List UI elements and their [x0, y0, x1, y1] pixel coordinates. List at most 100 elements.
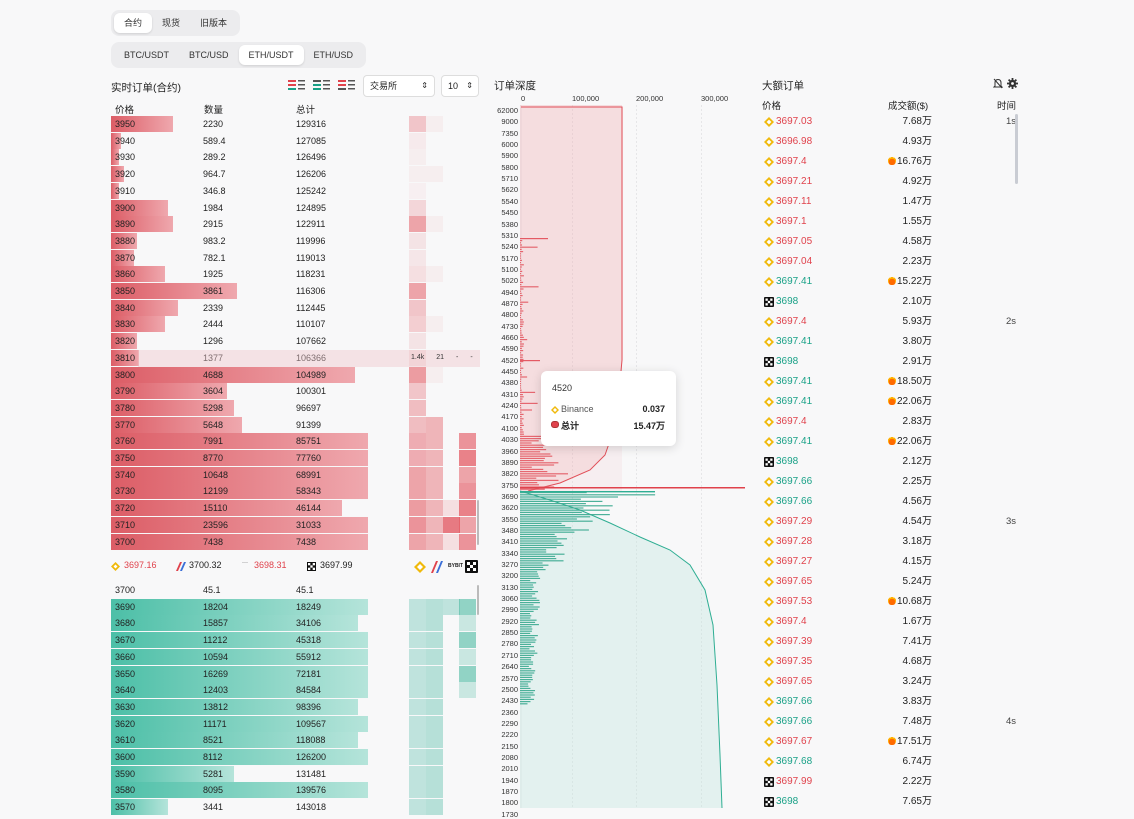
big-order-row[interactable]: 3697.99 2.22万	[762, 772, 1018, 792]
ask-row[interactable]: 3810 1377 106366	[111, 349, 368, 367]
ask-row[interactable]: 3860 1925 118231	[111, 266, 368, 283]
ask-row[interactable]: 3880 983.2 119996	[111, 232, 368, 250]
okx-icon[interactable]	[465, 560, 478, 573]
ask-row[interactable]: 3930 289.2 126496	[111, 149, 368, 166]
hover-row[interactable]	[138, 350, 480, 367]
big-order-row[interactable]: 3697.05 4.58万	[762, 232, 1018, 252]
tab-btc-usd[interactable]: BTC/USD	[189, 50, 229, 60]
ask-row[interactable]: 3740 10648 68991	[111, 466, 368, 484]
big-order-price: 3698	[776, 456, 799, 467]
big-order-row[interactable]: 3697.4 1.67万	[762, 612, 1018, 632]
tab-legacy[interactable]: 旧版本	[200, 18, 228, 28]
big-order-row[interactable]: 3697.66 3.83万	[762, 692, 1018, 712]
big-order-row[interactable]: 3697.27 4.15万	[762, 552, 1018, 572]
bid-row[interactable]: 3680 15857 34106	[111, 615, 368, 632]
ask-row[interactable]: 3910 346.8 125242	[111, 182, 368, 200]
big-order-row[interactable]: 3697.11 1.47万	[762, 192, 1018, 212]
big-order-row[interactable]: 3697.66 2.25万	[762, 472, 1018, 492]
bid-row[interactable]: 3670 11212 45318	[111, 632, 368, 649]
ask-row[interactable]: 3800 4688 104989	[111, 366, 368, 384]
settings-icon[interactable]	[1007, 78, 1018, 89]
bid-row[interactable]: 3660 10594 55912	[111, 648, 368, 666]
mute-icon[interactable]	[993, 78, 1003, 89]
ask-row[interactable]: 3750 8770 77760	[111, 450, 368, 467]
big-order-row[interactable]: 3697.21 4.92万	[762, 172, 1018, 192]
bid-row[interactable]: 3690 18204 18249	[111, 598, 368, 616]
view-asks-icon[interactable]	[338, 79, 356, 93]
ask-row[interactable]: 3700 7438 7438	[111, 533, 368, 551]
ask-row[interactable]: 3710 23596 31033	[111, 516, 368, 534]
big-order-row[interactable]: 3697.67 17.51万	[762, 732, 1018, 752]
tab-contract[interactable]: 合约	[114, 13, 153, 33]
ask-row[interactable]: 3900 1984 124895	[111, 199, 368, 217]
binance-icon[interactable]	[414, 561, 426, 573]
ask-row[interactable]: 3940 589.4 127085	[111, 132, 368, 150]
ask-row[interactable]: 3830 2444 110107	[111, 316, 368, 333]
bid-row[interactable]: 3700 45.1 45.1	[111, 582, 368, 599]
tab-eth-usdt[interactable]: ETH/USDT	[238, 45, 304, 65]
big-order-row[interactable]: 3697.41 18.50万	[762, 372, 1018, 392]
ask-row[interactable]: 3850 3861 116306	[111, 283, 368, 300]
orderbook-scrollbar[interactable]	[477, 585, 479, 615]
view-bids-icon[interactable]	[313, 79, 331, 93]
big-order-row[interactable]: 3697.4 2.83万	[762, 412, 1018, 432]
big-order-row[interactable]: 3697.29 4.54万 3s	[762, 512, 1018, 532]
depth-select[interactable]: 10 ⇕	[441, 75, 479, 97]
big-order-row[interactable]: 3697.4 16.76万	[762, 152, 1018, 172]
tab-spot[interactable]: 现货	[162, 18, 181, 28]
ask-depth-bar	[111, 182, 119, 199]
big-order-row[interactable]: 3697.1 1.55万	[762, 212, 1018, 232]
bid-row[interactable]: 3590 5281 131481	[111, 765, 368, 783]
ask-row[interactable]: 3730 12199 58343	[111, 483, 368, 500]
big-order-row[interactable]: 3697.41 22.06万	[762, 432, 1018, 452]
ask-row[interactable]: 3870 782.1 119013	[111, 249, 368, 267]
orderbook-scrollbar[interactable]	[477, 500, 479, 545]
bid-row[interactable]: 3650 16269 72181	[111, 665, 368, 683]
big-order-row[interactable]: 3698 2.91万	[762, 352, 1018, 372]
bybit-icon[interactable]: BYBIT	[448, 563, 463, 569]
big-order-row[interactable]: 3697.04 2.23万	[762, 252, 1018, 272]
big-order-row[interactable]: 3697.03 7.68万 1s	[762, 112, 1018, 132]
big-order-row[interactable]: 3697.39 7.41万	[762, 632, 1018, 652]
bid-row[interactable]: 3580 8095 139576	[111, 782, 368, 799]
exchange-select[interactable]: 交易所 ⇕	[363, 75, 435, 97]
ask-row[interactable]: 3780 5298 96697	[111, 399, 368, 417]
big-order-row[interactable]: 3698 2.10万	[762, 292, 1018, 312]
big-order-row[interactable]: 3696.98 4.93万	[762, 132, 1018, 152]
big-order-row[interactable]: 3697.66 4.56万	[762, 492, 1018, 512]
big-order-row[interactable]: 3698 2.12万	[762, 452, 1018, 472]
big-order-row[interactable]: 3697.35 4.68万	[762, 652, 1018, 672]
ask-row[interactable]: 3790 3604 100301	[111, 383, 368, 400]
big-order-row[interactable]: 3697.28 3.18万	[762, 532, 1018, 552]
ask-row[interactable]: 3920 964.7 126206	[111, 166, 368, 183]
big-orders-scrollbar[interactable]	[1015, 114, 1018, 184]
bitmex-icon[interactable]	[431, 561, 443, 573]
depth-chart[interactable]	[520, 105, 745, 808]
ask-row[interactable]: 3720 15110 46144	[111, 500, 368, 517]
big-order-row[interactable]: 3697.66 7.48万 4s	[762, 712, 1018, 732]
big-order-row[interactable]: 3697.65 3.24万	[762, 672, 1018, 692]
big-order-row[interactable]: 3697.41 3.80万	[762, 332, 1018, 352]
tab-eth-usd[interactable]: ETH/USD	[313, 50, 354, 60]
tab-btc-usdt[interactable]: BTC/USDT	[124, 50, 169, 60]
big-order-row[interactable]: 3697.41 22.06万	[762, 392, 1018, 412]
ask-row[interactable]: 3950 2230 129316	[111, 116, 368, 133]
ask-row[interactable]: 3890 2915 122911	[111, 216, 368, 233]
bid-row[interactable]: 3630 13812 98396	[111, 698, 368, 716]
bid-row[interactable]: 3620 11171 109567	[111, 715, 368, 733]
big-order-row[interactable]: 3697.4 5.93万 2s	[762, 312, 1018, 332]
ask-row[interactable]: 3760 7991 85751	[111, 433, 368, 450]
ask-level-bar	[520, 238, 548, 240]
ask-row[interactable]: 3770 5648 91399	[111, 416, 368, 434]
big-order-row[interactable]: 3697.41 15.22万	[762, 272, 1018, 292]
ask-row[interactable]: 3840 2339 112445	[111, 299, 368, 317]
bid-row[interactable]: 3610 8521 118088	[111, 732, 368, 749]
big-order-row[interactable]: 3698 7.65万	[762, 792, 1018, 812]
bid-row[interactable]: 3600 8112 126200	[111, 749, 368, 766]
bid-row[interactable]: 3640 12403 84584	[111, 682, 368, 699]
big-order-row[interactable]: 3697.65 5.24万	[762, 572, 1018, 592]
view-both-icon[interactable]	[288, 79, 306, 93]
big-order-row[interactable]: 3697.68 6.74万	[762, 752, 1018, 772]
big-order-row[interactable]: 3697.53 10.68万	[762, 592, 1018, 612]
ask-row[interactable]: 3820 1296 107662	[111, 333, 368, 350]
